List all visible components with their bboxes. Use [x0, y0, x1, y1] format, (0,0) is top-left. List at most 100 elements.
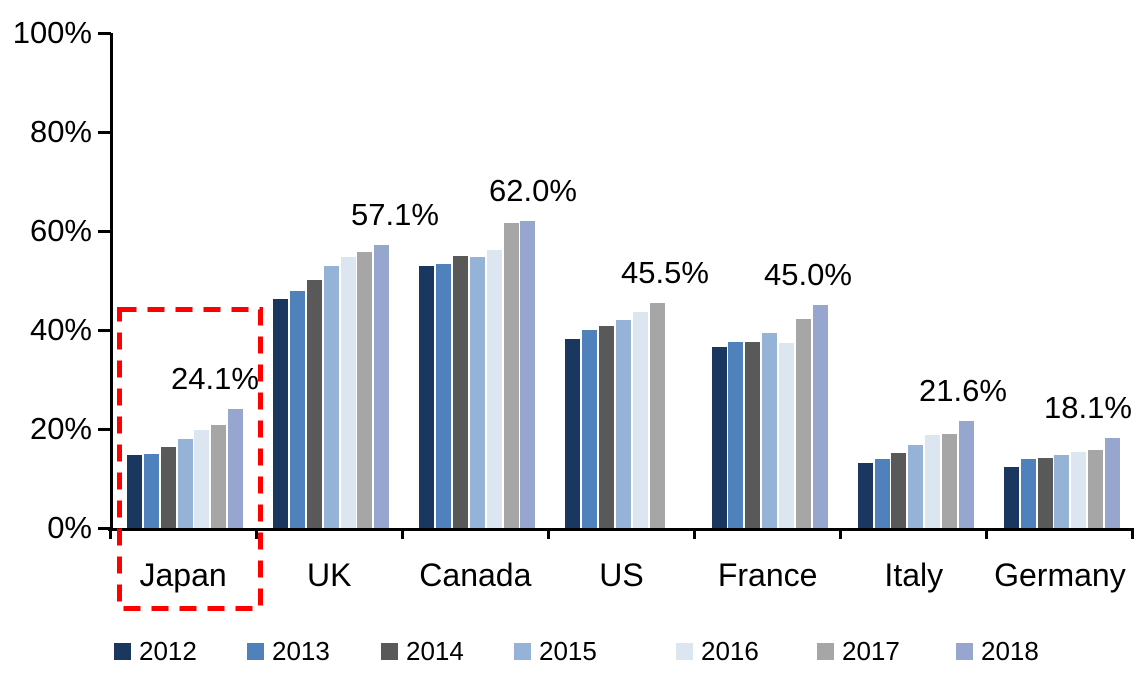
- bar-france-2017: [796, 319, 811, 528]
- bar-canada-2017: [504, 223, 519, 528]
- bar-canada-2016: [487, 250, 502, 528]
- bar-italy-2012: [858, 463, 873, 528]
- y-tick-label: 100%: [12, 15, 92, 50]
- legend-label-2018: 2018: [981, 636, 1039, 666]
- legend-swatch-2018: [956, 642, 973, 660]
- bar-italy-2013: [875, 459, 890, 528]
- bar-us-2015: [616, 320, 631, 528]
- legend-swatch-2016: [676, 642, 693, 660]
- bar-japan-2017: [211, 425, 226, 528]
- y-tick-mark: [98, 31, 111, 35]
- x-tick-mark: [546, 528, 550, 539]
- bar-canada-2018: [520, 221, 535, 528]
- legend-item-2016: 2016: [676, 638, 759, 664]
- bar-uk-2015: [324, 266, 339, 528]
- bar-us-2014: [599, 326, 614, 528]
- x-tick-mark: [108, 528, 112, 539]
- bar-france-2015: [762, 333, 777, 528]
- legend-swatch-2015: [514, 642, 531, 660]
- x-tick-mark: [1131, 528, 1135, 539]
- legend-item-2012: 2012: [114, 638, 197, 664]
- y-tick-label: 20%: [29, 411, 92, 446]
- bar-uk-2016: [341, 257, 356, 528]
- category-label-japan: Japan: [139, 557, 227, 593]
- category-label-us: US: [599, 557, 644, 593]
- legend-item-2015: 2015: [514, 638, 597, 664]
- category-label-italy: Italy: [884, 557, 944, 593]
- y-tick-mark: [98, 526, 111, 530]
- bar-france-2016: [779, 343, 794, 528]
- bar-uk-2017: [357, 252, 372, 528]
- data-label-us: 45.5%: [621, 255, 709, 290]
- bar-france-2018: [813, 305, 828, 528]
- category-label-uk: UK: [306, 557, 352, 593]
- y-tick-label: 80%: [29, 114, 92, 149]
- bar-japan-2016: [194, 430, 209, 528]
- bar-japan-2013: [144, 454, 159, 528]
- legend-label-2016: 2016: [701, 636, 759, 666]
- x-tick-mark: [254, 528, 258, 539]
- legend-item-2017: 2017: [817, 638, 900, 664]
- x-tick-mark: [400, 528, 404, 539]
- x-tick-mark: [839, 528, 843, 539]
- legend-label-2014: 2014: [406, 636, 464, 666]
- bar-germany-2017: [1088, 450, 1103, 528]
- y-tick-mark: [98, 427, 111, 431]
- bar-germany-2013: [1021, 459, 1036, 528]
- bar-france-2014: [745, 342, 760, 528]
- bar-france-2013: [728, 342, 743, 528]
- bar-germany-2015: [1054, 455, 1069, 528]
- legend-swatch-2013: [247, 642, 264, 660]
- legend-swatch-2014: [381, 642, 398, 660]
- bar-germany-2018: [1105, 438, 1120, 528]
- bar-japan-2014: [161, 447, 176, 528]
- category-label-germany: Germany: [994, 557, 1126, 593]
- bar-uk-2018: [374, 245, 389, 528]
- bar-italy-2017: [942, 434, 957, 528]
- bar-canada-2012: [419, 266, 434, 528]
- bar-canada-2014: [453, 256, 468, 528]
- y-axis-line: [110, 33, 113, 531]
- data-label-uk: 57.1%: [351, 197, 439, 232]
- data-label-france: 45.0%: [764, 257, 852, 292]
- legend-label-2013: 2013: [272, 636, 330, 666]
- x-axis-line: [108, 528, 1134, 531]
- legend-label-2015: 2015: [539, 636, 597, 666]
- category-label-france: France: [717, 557, 818, 593]
- bar-japan-2018: [228, 409, 243, 528]
- legend-label-2017: 2017: [842, 636, 900, 666]
- x-tick-mark: [693, 528, 697, 539]
- bar-canada-2013: [436, 264, 451, 528]
- bar-us-2013: [582, 330, 597, 528]
- legend-swatch-2017: [817, 642, 834, 660]
- y-tick-label: 40%: [29, 312, 92, 347]
- bar-us-2017: [650, 303, 665, 528]
- bar-uk-2012: [273, 299, 288, 528]
- bar-germany-2012: [1004, 467, 1019, 528]
- legend-item-2014: 2014: [381, 638, 464, 664]
- bar-italy-2016: [925, 435, 940, 528]
- data-label-japan: 24.1%: [171, 361, 259, 396]
- y-tick-mark: [98, 328, 111, 332]
- bar-canada-2015: [470, 257, 485, 528]
- bar-us-2012: [565, 339, 580, 528]
- bar-japan-2012: [127, 455, 142, 528]
- bar-france-2012: [712, 347, 727, 528]
- data-label-germany: 18.1%: [1044, 390, 1132, 425]
- bar-italy-2015: [908, 445, 923, 528]
- bar-italy-2018: [959, 421, 974, 528]
- bar-germany-2016: [1071, 452, 1086, 528]
- legend-item-2018: 2018: [956, 638, 1039, 664]
- y-tick-mark: [98, 229, 111, 233]
- data-label-canada: 62.0%: [489, 173, 577, 208]
- bar-us-2016: [633, 312, 648, 528]
- y-tick-mark: [98, 130, 111, 134]
- category-label-canada: Canada: [419, 557, 532, 593]
- bar-uk-2013: [290, 291, 305, 528]
- legend-swatch-2012: [114, 642, 131, 660]
- bar-germany-2014: [1038, 458, 1053, 528]
- y-tick-label: 60%: [29, 213, 92, 248]
- legend-label-2012: 2012: [139, 636, 197, 666]
- legend-item-2013: 2013: [247, 638, 330, 664]
